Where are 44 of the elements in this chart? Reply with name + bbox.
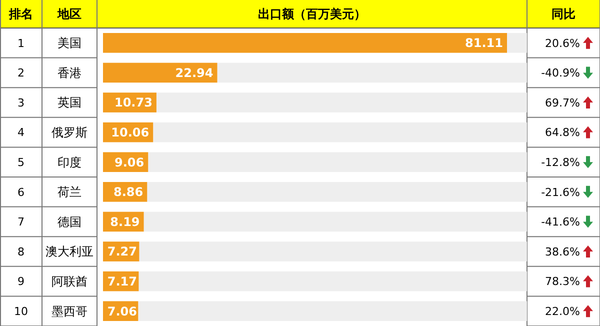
text: 78.3% <box>545 275 580 288</box>
text: 20.6% <box>545 36 580 50</box>
data-label: 7.17 <box>107 274 137 288</box>
chart-title: 出口额（百万美元） <box>258 7 366 22</box>
text: 69.7% <box>545 96 580 110</box>
data-label: 7.06 <box>107 304 137 318</box>
text: 8 <box>18 245 24 258</box>
text: 3 <box>18 96 24 110</box>
text: 22.0% <box>545 304 580 318</box>
data-label: 8.19 <box>110 214 140 229</box>
data-label: 9.06 <box>114 155 144 170</box>
data-label: 7.27 <box>107 244 137 259</box>
data-label: 81.11 <box>465 36 503 50</box>
data-label: 10.73 <box>114 96 152 110</box>
text: 5 <box>18 156 24 169</box>
text: 38.6% <box>545 245 580 258</box>
data-label: 8.86 <box>114 185 144 200</box>
data-label: 22.94 <box>175 66 214 80</box>
text: 4 <box>18 126 24 140</box>
text: -40.9% <box>541 66 580 80</box>
text: -21.6% <box>541 186 580 199</box>
text: 9 <box>18 275 24 288</box>
text: 1 <box>18 36 24 50</box>
y-tick-label: 香港 <box>58 66 82 80</box>
text: -41.6% <box>541 216 580 229</box>
y-tick-label: 俄罗斯 <box>52 126 88 140</box>
y-tick-label: 阿联酋 <box>52 274 88 288</box>
text: 排名 <box>8 7 33 22</box>
y-tick-label: 印度 <box>58 155 82 170</box>
y-tick-label: 墨西哥 <box>52 304 88 318</box>
y-axis-title: 地区 <box>56 7 82 22</box>
text: 10 <box>14 304 28 318</box>
data-label: 10.06 <box>111 126 150 140</box>
y-tick-label: 澳大利亚 <box>46 244 94 259</box>
text: -12.8% <box>541 156 580 169</box>
y-tick-label: 德国 <box>58 214 82 229</box>
text: 6 <box>18 186 24 199</box>
text: 7 <box>18 216 24 229</box>
text: 64.8% <box>545 126 580 140</box>
text: 同比 <box>552 7 576 22</box>
y-tick-label: 荷兰 <box>58 185 82 200</box>
y-tick-label: 美国 <box>58 36 82 50</box>
text: 2 <box>18 66 24 80</box>
y-tick-label: 英国 <box>58 96 82 110</box>
